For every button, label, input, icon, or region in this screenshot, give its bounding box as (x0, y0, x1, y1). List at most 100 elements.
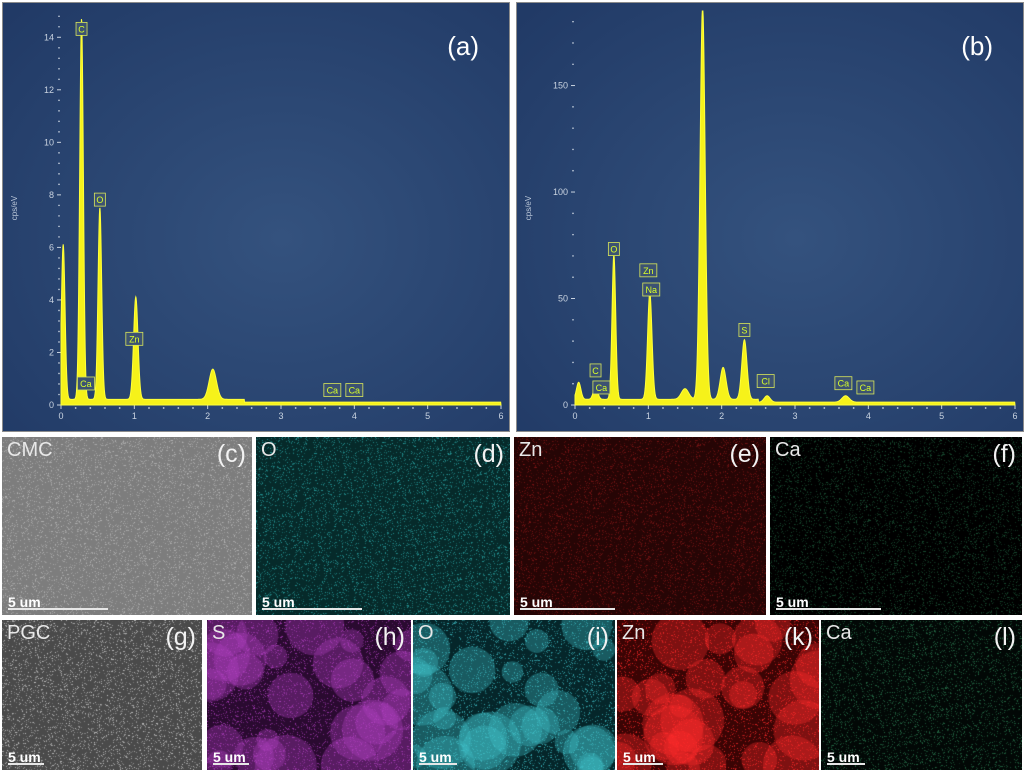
map-panel-f: Ca (f) 5 um (770, 437, 1022, 615)
map-panel-g: PGC (g) 5 um (2, 620, 202, 770)
peak-label-box (639, 263, 658, 278)
x-tick-label: 3 (792, 411, 797, 421)
peak-label-ca: Ca (860, 383, 872, 393)
y-tick-label: 4 (49, 295, 54, 305)
x-minor-tick (676, 407, 679, 409)
x-minor-tick (338, 407, 341, 409)
x-minor-tick (764, 407, 767, 409)
y-minor-tick (572, 319, 574, 321)
x-minor-tick (89, 407, 92, 409)
x-tick-label: 0 (58, 411, 63, 421)
peak-label-ca: Ca (838, 379, 850, 389)
peak-label-box (125, 331, 144, 346)
map-panel-label: (i) (586, 623, 609, 651)
x-tick-label: 1 (132, 411, 137, 421)
y-minor-tick (58, 267, 60, 270)
x-minor-tick (104, 407, 106, 409)
y-axis-title: cps/eV (524, 195, 533, 220)
peak-label-zn: Zn (129, 334, 140, 344)
y-tick-label: 6 (49, 242, 54, 252)
peak-label-box (345, 383, 364, 397)
y-tick-label: 50 (558, 294, 568, 304)
y-tick-label: 0 (49, 400, 54, 410)
peak-label-box (77, 376, 95, 391)
y-minor-tick (58, 215, 60, 217)
spectrum-series (574, 10, 1016, 406)
x-minor-tick (735, 407, 738, 409)
scale-bar-label: 5 um (8, 594, 41, 610)
y-minor-tick (58, 131, 60, 133)
x-minor-tick (177, 407, 180, 409)
peak-label-na: Na (646, 285, 658, 295)
x-tick-label: 4 (866, 411, 871, 421)
map-panel-h: S (h) 5 um (207, 620, 411, 770)
scale-bar: 5 um (520, 592, 615, 610)
x-minor-tick (662, 407, 664, 409)
scale-bar: 5 um (623, 747, 663, 765)
map-element-label: O (418, 622, 434, 644)
map-panel-label: (k) (783, 623, 813, 651)
map-element-label: O (261, 439, 277, 461)
x-minor-tick (823, 407, 826, 409)
scale-bar-label: 5 um (213, 749, 246, 765)
y-minor-tick (58, 288, 60, 291)
x-minor-tick (882, 407, 884, 409)
x-minor-tick (162, 407, 165, 409)
y-minor-tick (572, 233, 574, 236)
map-element-label: Ca (826, 622, 852, 644)
peak-label-cl: Cl (761, 377, 770, 387)
scale-bar: 5 um (262, 592, 362, 610)
map-panel-l: Ca (l) 5 um (821, 620, 1022, 770)
peak-label-box (856, 380, 875, 395)
map-panel-label: (c) (216, 440, 246, 468)
x-minor-tick (148, 407, 150, 409)
peak-label-zn: Zn (643, 266, 654, 276)
y-minor-tick (58, 15, 60, 18)
y-tick-label: 100 (553, 187, 568, 197)
y-minor-tick (58, 67, 60, 70)
map-element-label: Zn (519, 439, 543, 461)
x-minor-tick (470, 407, 473, 409)
scale-bar: 5 um (8, 747, 44, 765)
x-minor-tick (808, 407, 811, 409)
y-minor-tick (58, 110, 60, 112)
x-minor-tick (926, 407, 928, 409)
map-image (617, 620, 819, 770)
x-minor-tick (750, 407, 752, 409)
x-minor-tick (192, 407, 194, 409)
map-panel-label: (f) (992, 440, 1016, 468)
x-minor-tick (74, 407, 77, 409)
x-minor-tick (838, 407, 840, 409)
peak-label-box (642, 282, 661, 297)
scale-bar-label: 5 um (827, 749, 860, 765)
x-tick-label: 2 (205, 411, 210, 421)
y-minor-tick (58, 330, 60, 333)
map-element-label: S (212, 622, 226, 644)
y-minor-tick (58, 173, 60, 175)
scale-bar: 5 um (776, 592, 881, 610)
peak-label-o: O (96, 195, 103, 205)
map-panel-e: Zn (e) 5 um (514, 437, 766, 615)
spectrum-panel-a: 0 1 2 3 4 5 6 0 2 4 6 8 10 12 14 cps/eV C O Zn Ca Ca Ca (a) (2, 2, 510, 432)
x-tick-label: 4 (352, 411, 357, 421)
map-image (2, 437, 252, 615)
map-image (256, 437, 510, 615)
x-minor-tick (294, 407, 297, 409)
spectrum-chart-b: 0 1 2 3 4 5 6 0 50 100 150 cps/eV O Zn Na S C Ca Cl Ca Ca (b) (517, 3, 1023, 431)
y-minor-tick (572, 148, 574, 151)
map-element-label: Zn (622, 622, 646, 644)
x-tick-label: 5 (939, 411, 944, 421)
map-image (770, 437, 1022, 615)
y-minor-tick (572, 169, 574, 172)
y-minor-tick (58, 309, 60, 312)
x-minor-tick (118, 407, 121, 409)
x-minor-tick (397, 407, 400, 409)
peak-label-s: S (741, 325, 747, 335)
y-minor-tick (572, 106, 574, 108)
map-image (413, 620, 615, 770)
y-minor-tick (58, 236, 60, 238)
y-minor-tick (572, 382, 574, 385)
map-panel-label: (l) (993, 623, 1016, 651)
x-minor-tick (456, 407, 458, 409)
